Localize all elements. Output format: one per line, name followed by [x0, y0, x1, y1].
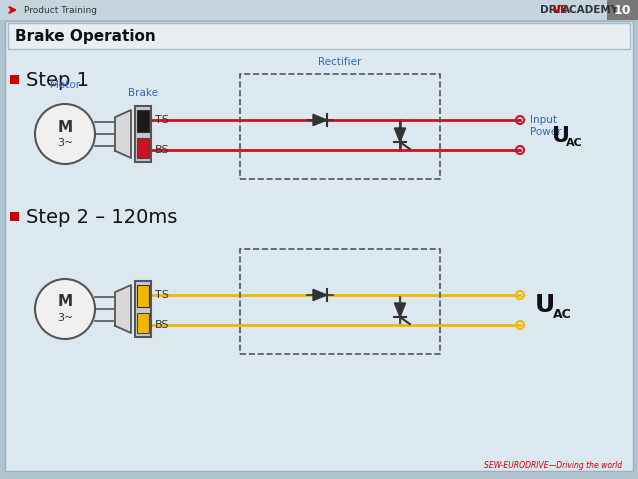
Polygon shape	[115, 285, 131, 333]
Text: U: U	[535, 293, 555, 317]
Bar	[607, 0, 638, 20]
Circle shape	[35, 104, 95, 164]
Bar	[137, 285, 149, 307]
Bar	[8, 23, 630, 49]
Polygon shape	[394, 128, 406, 142]
Text: Step 1: Step 1	[26, 70, 89, 90]
Bar	[240, 74, 440, 179]
Bar	[240, 249, 440, 354]
Text: ACADEMY: ACADEMY	[562, 5, 619, 15]
Text: 3~: 3~	[57, 313, 73, 323]
Polygon shape	[394, 303, 406, 317]
Text: BS: BS	[155, 145, 170, 155]
Polygon shape	[313, 289, 327, 301]
Text: U: U	[552, 126, 570, 146]
Circle shape	[35, 279, 95, 339]
Text: M: M	[57, 295, 73, 309]
Text: Brake Operation: Brake Operation	[15, 28, 156, 44]
Text: Motor: Motor	[50, 80, 80, 90]
Text: DRI: DRI	[540, 5, 561, 15]
Text: AC: AC	[566, 138, 582, 148]
Bar	[10, 212, 19, 221]
Bar	[137, 110, 149, 132]
Bar	[10, 75, 19, 84]
Bar	[137, 138, 149, 158]
Text: BS: BS	[155, 320, 170, 330]
Bar	[135, 281, 151, 337]
Polygon shape	[115, 110, 131, 158]
Text: Step 2 – 120ms: Step 2 – 120ms	[26, 207, 177, 227]
Text: Input
Power: Input Power	[530, 115, 561, 137]
Text: 10: 10	[613, 3, 631, 16]
Polygon shape	[313, 114, 327, 125]
Text: TS: TS	[155, 290, 169, 300]
Text: SEW-EURODRIVE—Driving the world: SEW-EURODRIVE—Driving the world	[484, 460, 622, 469]
Text: Product Training: Product Training	[24, 5, 97, 14]
Bar	[0, 0, 638, 20]
Bar	[137, 313, 149, 333]
Text: Brake: Brake	[128, 88, 158, 98]
Text: M: M	[57, 119, 73, 135]
Text: 3~: 3~	[57, 138, 73, 148]
Bar	[135, 106, 151, 162]
Text: Rectifier: Rectifier	[318, 57, 362, 67]
Text: TS: TS	[155, 115, 169, 125]
Text: VE: VE	[553, 5, 568, 15]
Text: AC: AC	[553, 308, 572, 321]
